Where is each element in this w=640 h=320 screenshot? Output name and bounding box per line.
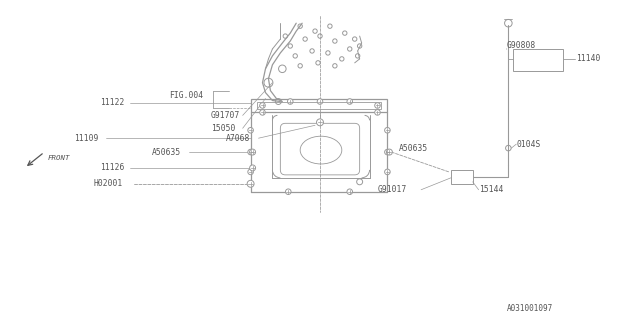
Text: 11122: 11122 [100,98,124,107]
Bar [251,99,387,112]
Text: FIG.004: FIG.004 [170,91,204,100]
Bar [513,49,563,71]
Bar [451,170,473,184]
Circle shape [387,149,392,155]
Circle shape [287,99,293,104]
Circle shape [385,169,390,175]
Text: 11109: 11109 [74,134,99,143]
Circle shape [385,149,390,155]
Text: 15050: 15050 [211,124,236,133]
Text: A50635: A50635 [399,144,429,153]
Circle shape [248,127,253,133]
Text: 0104S: 0104S [516,140,541,148]
Circle shape [260,103,265,108]
Text: 11140: 11140 [576,54,600,63]
Circle shape [385,127,390,133]
Text: 15144: 15144 [479,185,503,194]
Text: G90808: G90808 [506,41,536,50]
Text: FRONT: FRONT [47,155,70,161]
Circle shape [248,149,253,155]
Circle shape [347,99,353,104]
Circle shape [250,149,255,155]
Text: G91017: G91017 [378,185,407,194]
Circle shape [285,189,291,195]
Bar [257,101,381,109]
Circle shape [317,99,323,104]
Circle shape [347,189,353,195]
Circle shape [250,165,255,171]
Text: A50635: A50635 [152,148,180,156]
Circle shape [260,110,265,115]
Text: H02001: H02001 [94,179,124,188]
Circle shape [375,103,380,108]
Circle shape [247,180,254,187]
Circle shape [317,119,323,126]
Circle shape [248,169,253,175]
Text: A7068: A7068 [226,134,250,143]
Text: A031001097: A031001097 [507,304,553,313]
Text: 11126: 11126 [100,164,124,172]
Circle shape [375,110,380,115]
Text: G91707: G91707 [211,111,240,120]
